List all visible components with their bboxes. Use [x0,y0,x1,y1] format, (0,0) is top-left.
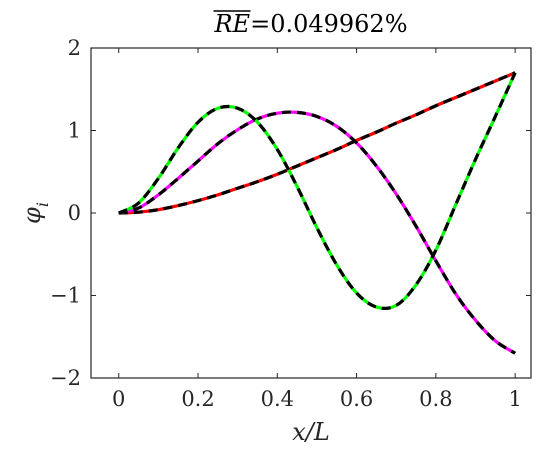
y-tick-label: 2 [68,36,81,60]
title-rest: =0.049962% [250,10,407,38]
y-tick-label: 0 [68,201,81,225]
y-tick-label: −2 [50,366,81,390]
series-dashed-overlay-1 [118,71,516,215]
y-axis-label-sub: i [33,202,52,207]
y-tick-label: −1 [50,284,81,308]
y-tick-label: 1 [68,119,81,143]
title-text: RE=0.049962% [213,10,407,38]
x-tick-label: 1 [508,387,521,411]
x-tick-label: 0 [112,387,125,411]
x-tick-label: 0.2 [181,387,214,411]
x-tick-label: 0.8 [419,387,452,411]
series-line-3 [118,72,517,311]
title-main: RE [213,10,250,38]
series-dashed-overlay-2 [118,110,516,355]
series-layer [118,71,517,355]
y-axis-label-group: φi [18,202,52,224]
x-tick-label: 0.4 [261,387,294,411]
y-axis-label: φi [18,202,52,224]
x-tick-label: 0.6 [340,387,373,411]
y-axis-label-base: φ [18,207,46,224]
ticks-layer: 0 0.2 0.4 0.6 0.8 1 −2 −1 0 1 2 [50,36,531,411]
x-axis-label: x/L [292,418,330,446]
chart-title: RE=0.049962% [213,10,408,38]
